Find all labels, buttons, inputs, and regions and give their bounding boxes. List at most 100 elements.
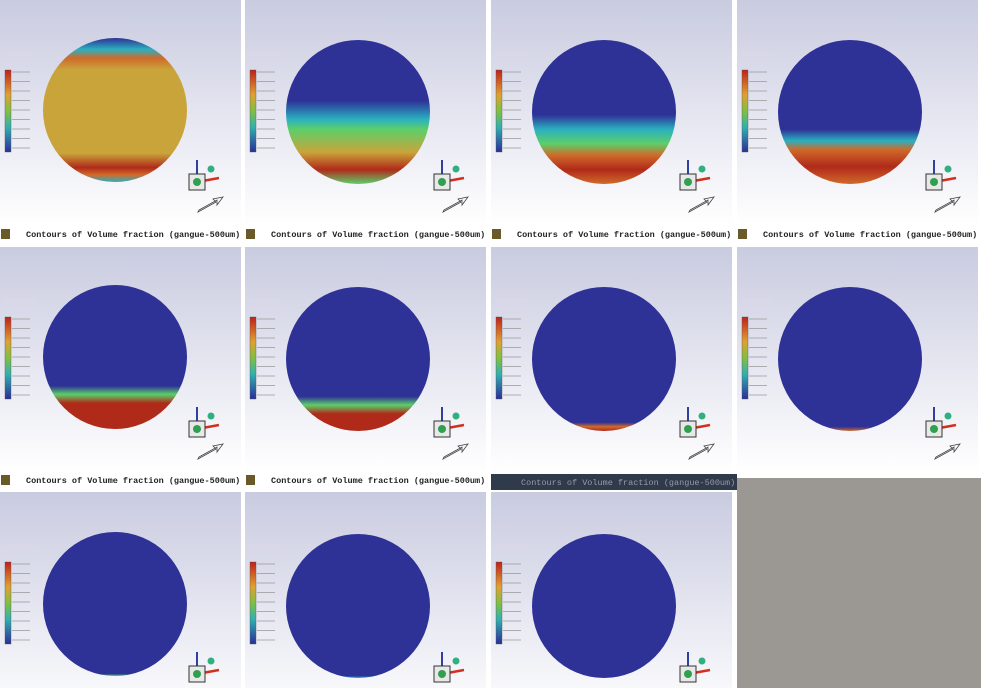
contour-disc bbox=[532, 40, 676, 184]
legend-heading bbox=[496, 544, 526, 552]
caption-strip: Contours of Volume fraction (gangue-500u… bbox=[737, 226, 981, 242]
empty-panel bbox=[737, 478, 981, 688]
legend-bar bbox=[249, 316, 257, 400]
contour-disc bbox=[778, 287, 922, 431]
axis-dot bbox=[193, 178, 201, 186]
legend-bar bbox=[4, 316, 12, 400]
legend-bar bbox=[249, 69, 257, 153]
caption: Contours of Volume fraction (gangue-500u… bbox=[271, 230, 485, 240]
caption: Contours of Volume fraction (gangue-500u… bbox=[763, 230, 977, 240]
contour-panel bbox=[737, 247, 978, 473]
axis-sphere bbox=[207, 412, 215, 420]
axis-arrow bbox=[197, 196, 224, 213]
legend-heading bbox=[5, 52, 35, 60]
axis-dot bbox=[684, 178, 692, 186]
axis-sphere bbox=[698, 412, 706, 420]
axis-dot bbox=[193, 425, 201, 433]
caption-icon bbox=[246, 229, 255, 239]
contour-disc bbox=[286, 287, 430, 431]
axis-arrow bbox=[688, 196, 715, 213]
caption: Contours of Volume fraction (gangue-500u… bbox=[271, 476, 485, 486]
axis-sphere bbox=[698, 657, 706, 665]
legend-heading bbox=[250, 299, 280, 307]
contour-panel bbox=[491, 492, 732, 688]
contour-panel bbox=[0, 0, 241, 226]
contour-panel bbox=[245, 247, 486, 473]
contour-disc bbox=[43, 38, 187, 182]
caption: Contours of Volume fraction (gangue-500u… bbox=[26, 230, 240, 240]
contour-disc bbox=[532, 287, 676, 431]
axis-dot bbox=[193, 670, 201, 678]
caption-icon bbox=[1, 229, 10, 239]
legend-heading bbox=[496, 299, 526, 307]
contour-panel bbox=[491, 0, 732, 226]
contour-panel bbox=[0, 247, 241, 473]
axis-sphere bbox=[944, 412, 952, 420]
legend-heading bbox=[742, 52, 772, 60]
axis-arrow bbox=[688, 443, 715, 460]
caption-background bbox=[245, 226, 485, 242]
caption-background bbox=[0, 226, 240, 242]
legend-bar bbox=[4, 561, 12, 645]
legend-bar bbox=[495, 69, 503, 153]
caption-background bbox=[737, 226, 981, 242]
legend-bar bbox=[495, 561, 503, 645]
axis-dot bbox=[930, 425, 938, 433]
caption-background bbox=[491, 474, 737, 490]
axis-sphere bbox=[452, 412, 460, 420]
axis-sphere bbox=[452, 657, 460, 665]
caption: Contours of Volume fraction (gangue-500u… bbox=[517, 230, 731, 240]
axis-arrow bbox=[934, 196, 961, 213]
contour-disc bbox=[43, 285, 187, 429]
axis-arrow bbox=[442, 196, 469, 213]
contour-panel bbox=[245, 0, 486, 226]
legend-heading bbox=[5, 299, 35, 307]
axis-dot bbox=[684, 670, 692, 678]
caption-strip: Contours of Volume fraction (gangue-500u… bbox=[245, 226, 485, 242]
axis-sphere bbox=[944, 165, 952, 173]
axis-sphere bbox=[452, 165, 460, 173]
legend-heading bbox=[5, 544, 35, 552]
legend-bar bbox=[495, 316, 503, 400]
caption-background bbox=[0, 472, 240, 488]
axis-dot bbox=[438, 178, 446, 186]
contour-panel bbox=[737, 0, 978, 226]
legend-bar bbox=[249, 561, 257, 645]
caption-icon bbox=[738, 229, 747, 239]
axis-arrow bbox=[442, 443, 469, 460]
legend-bar bbox=[741, 316, 749, 400]
caption: Contours of Volume fraction (gangue-500u… bbox=[26, 476, 240, 486]
contour-disc bbox=[532, 534, 676, 678]
contour-panel bbox=[245, 492, 486, 688]
contour-panel bbox=[491, 247, 732, 473]
caption-strip: Contours of Volume fraction (gangue-500u… bbox=[491, 226, 731, 242]
legend-heading bbox=[250, 544, 280, 552]
contour-disc bbox=[43, 532, 187, 676]
caption-background bbox=[245, 472, 485, 488]
caption-strip: Contours of Volume fraction (gangue-500u… bbox=[0, 472, 240, 488]
axis-dot bbox=[438, 425, 446, 433]
axis-arrow bbox=[197, 443, 224, 460]
caption-strip: Contours of Volume fraction (gangue-500u… bbox=[245, 472, 485, 488]
caption-icon bbox=[492, 229, 501, 239]
axis-dot bbox=[438, 670, 446, 678]
legend-heading bbox=[496, 52, 526, 60]
contour-panel bbox=[0, 492, 241, 688]
legend-bar bbox=[741, 69, 749, 153]
axis-arrow bbox=[934, 443, 961, 460]
axis-sphere bbox=[698, 165, 706, 173]
axis-dot bbox=[930, 178, 938, 186]
caption: Contours of Volume fraction (gangue-500u… bbox=[521, 478, 735, 488]
axis-dot bbox=[684, 425, 692, 433]
caption-icon bbox=[1, 475, 10, 485]
caption-background bbox=[491, 226, 731, 242]
axis-sphere bbox=[207, 165, 215, 173]
caption-strip: Contours of Volume fraction (gangue-500u… bbox=[491, 474, 737, 490]
legend-bar bbox=[4, 69, 12, 153]
legend-heading bbox=[742, 299, 772, 307]
contour-disc bbox=[286, 40, 430, 184]
legend-heading bbox=[250, 52, 280, 60]
axis-sphere bbox=[207, 657, 215, 665]
